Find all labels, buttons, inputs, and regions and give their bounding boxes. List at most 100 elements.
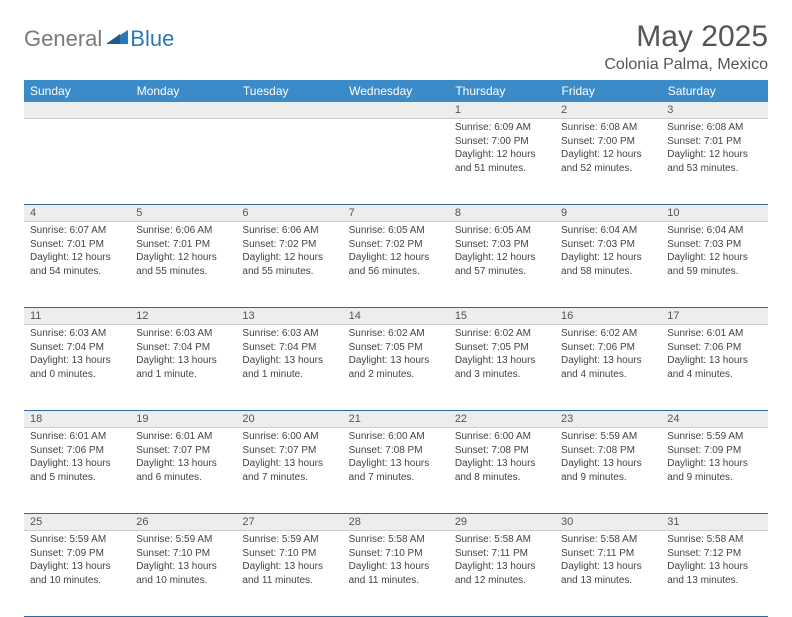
day-number-cell: 28 (343, 514, 449, 531)
day-info-line: Sunset: 7:03 PM (667, 238, 761, 252)
day-info-line: Sunrise: 6:01 AM (667, 327, 761, 341)
day-number-cell: 27 (236, 514, 342, 531)
day-content: Sunrise: 5:59 AMSunset: 7:08 PMDaylight:… (555, 428, 661, 488)
day-info-line: and 10 minutes. (30, 574, 124, 588)
day-content: Sunrise: 6:08 AMSunset: 7:00 PMDaylight:… (555, 119, 661, 179)
day-cell: Sunrise: 6:04 AMSunset: 7:03 PMDaylight:… (555, 222, 661, 308)
day-number-cell: 25 (24, 514, 130, 531)
day-number-cell: 6 (236, 205, 342, 222)
day-info-line: Sunrise: 5:59 AM (561, 430, 655, 444)
day-number-row: 123 (24, 102, 768, 119)
day-number-cell: 31 (661, 514, 767, 531)
logo-text-general: General (24, 26, 102, 52)
day-number-cell: 23 (555, 411, 661, 428)
day-cell (343, 119, 449, 205)
day-info-line: Daylight: 13 hours (349, 457, 443, 471)
day-info-line: Sunrise: 5:59 AM (242, 533, 336, 547)
day-info-line: Sunset: 7:11 PM (561, 547, 655, 561)
day-number-cell (130, 102, 236, 119)
day-info-line: Daylight: 13 hours (455, 560, 549, 574)
day-info-line: Sunset: 7:08 PM (561, 444, 655, 458)
day-info-line: Sunrise: 6:04 AM (667, 224, 761, 238)
day-info-line: Daylight: 13 hours (667, 457, 761, 471)
day-info-line: and 12 minutes. (455, 574, 549, 588)
day-info-line: Sunset: 7:04 PM (136, 341, 230, 355)
day-info-line: Daylight: 13 hours (242, 560, 336, 574)
day-info-line: and 57 minutes. (455, 265, 549, 279)
weekday-header: Friday (555, 80, 661, 102)
day-content: Sunrise: 6:01 AMSunset: 7:06 PMDaylight:… (24, 428, 130, 488)
day-info-line: and 1 minute. (242, 368, 336, 382)
day-info-line: Sunset: 7:02 PM (242, 238, 336, 252)
day-number-cell (236, 102, 342, 119)
day-cell: Sunrise: 5:58 AMSunset: 7:12 PMDaylight:… (661, 531, 767, 617)
day-content: Sunrise: 6:00 AMSunset: 7:08 PMDaylight:… (343, 428, 449, 488)
day-info-line: and 55 minutes. (136, 265, 230, 279)
day-info-line: Sunset: 7:07 PM (242, 444, 336, 458)
day-number-cell: 16 (555, 308, 661, 325)
day-content: Sunrise: 6:06 AMSunset: 7:01 PMDaylight:… (130, 222, 236, 282)
day-number-row: 11121314151617 (24, 308, 768, 325)
day-info-line: Daylight: 13 hours (242, 354, 336, 368)
day-info-line: Sunset: 7:00 PM (561, 135, 655, 149)
day-info-line: Sunrise: 5:58 AM (667, 533, 761, 547)
day-content: Sunrise: 5:59 AMSunset: 7:09 PMDaylight:… (661, 428, 767, 488)
day-info-line: and 3 minutes. (455, 368, 549, 382)
day-info-line: Sunrise: 6:03 AM (30, 327, 124, 341)
day-info-line: Sunset: 7:11 PM (455, 547, 549, 561)
day-info-line: Daylight: 13 hours (561, 560, 655, 574)
day-content: Sunrise: 6:09 AMSunset: 7:00 PMDaylight:… (449, 119, 555, 179)
day-content-row: Sunrise: 6:01 AMSunset: 7:06 PMDaylight:… (24, 428, 768, 514)
day-content: Sunrise: 6:02 AMSunset: 7:05 PMDaylight:… (449, 325, 555, 385)
day-number-cell: 8 (449, 205, 555, 222)
day-info-line: Daylight: 12 hours (561, 251, 655, 265)
day-number-cell: 21 (343, 411, 449, 428)
day-info-line: Sunset: 7:03 PM (455, 238, 549, 252)
day-cell: Sunrise: 6:03 AMSunset: 7:04 PMDaylight:… (24, 325, 130, 411)
day-info-line: and 55 minutes. (242, 265, 336, 279)
day-info-line: and 56 minutes. (349, 265, 443, 279)
day-content: Sunrise: 6:05 AMSunset: 7:03 PMDaylight:… (449, 222, 555, 282)
day-info-line: and 0 minutes. (30, 368, 124, 382)
day-info-line: Sunrise: 6:00 AM (455, 430, 549, 444)
day-info-line: Daylight: 13 hours (136, 354, 230, 368)
day-info-line: and 4 minutes. (561, 368, 655, 382)
day-info-line: Daylight: 12 hours (30, 251, 124, 265)
day-cell: Sunrise: 6:06 AMSunset: 7:02 PMDaylight:… (236, 222, 342, 308)
day-cell (24, 119, 130, 205)
day-info-line: Sunset: 7:09 PM (667, 444, 761, 458)
day-info-line: Daylight: 13 hours (349, 354, 443, 368)
day-info-line: Sunset: 7:01 PM (667, 135, 761, 149)
day-info-line: Daylight: 13 hours (30, 354, 124, 368)
day-info-line: Daylight: 13 hours (667, 560, 761, 574)
day-info-line: and 59 minutes. (667, 265, 761, 279)
calendar-table: Sunday Monday Tuesday Wednesday Thursday… (24, 80, 768, 617)
day-content-row: Sunrise: 6:03 AMSunset: 7:04 PMDaylight:… (24, 325, 768, 411)
day-number-cell: 22 (449, 411, 555, 428)
day-info-line: Sunset: 7:09 PM (30, 547, 124, 561)
day-info-line: Daylight: 13 hours (30, 560, 124, 574)
day-info-line: Sunset: 7:04 PM (30, 341, 124, 355)
day-info-line: and 13 minutes. (561, 574, 655, 588)
day-content (130, 119, 236, 125)
day-info-line: Daylight: 12 hours (561, 148, 655, 162)
day-info-line: Daylight: 13 hours (455, 354, 549, 368)
day-info-line: Sunrise: 6:05 AM (349, 224, 443, 238)
day-info-line: Sunset: 7:05 PM (349, 341, 443, 355)
day-cell: Sunrise: 6:00 AMSunset: 7:08 PMDaylight:… (343, 428, 449, 514)
day-cell (236, 119, 342, 205)
day-info-line: and 6 minutes. (136, 471, 230, 485)
day-info-line: and 8 minutes. (455, 471, 549, 485)
day-info-line: Sunset: 7:02 PM (349, 238, 443, 252)
day-content: Sunrise: 6:03 AMSunset: 7:04 PMDaylight:… (236, 325, 342, 385)
day-info-line: Sunset: 7:06 PM (667, 341, 761, 355)
day-number-cell: 12 (130, 308, 236, 325)
day-info-line: and 53 minutes. (667, 162, 761, 176)
day-info-line: Sunrise: 6:06 AM (242, 224, 336, 238)
location-label: Colonia Palma, Mexico (604, 56, 768, 74)
day-info-line: Sunrise: 6:03 AM (242, 327, 336, 341)
day-cell: Sunrise: 5:59 AMSunset: 7:08 PMDaylight:… (555, 428, 661, 514)
day-number-cell: 29 (449, 514, 555, 531)
day-content: Sunrise: 5:59 AMSunset: 7:10 PMDaylight:… (130, 531, 236, 591)
day-cell: Sunrise: 6:08 AMSunset: 7:00 PMDaylight:… (555, 119, 661, 205)
